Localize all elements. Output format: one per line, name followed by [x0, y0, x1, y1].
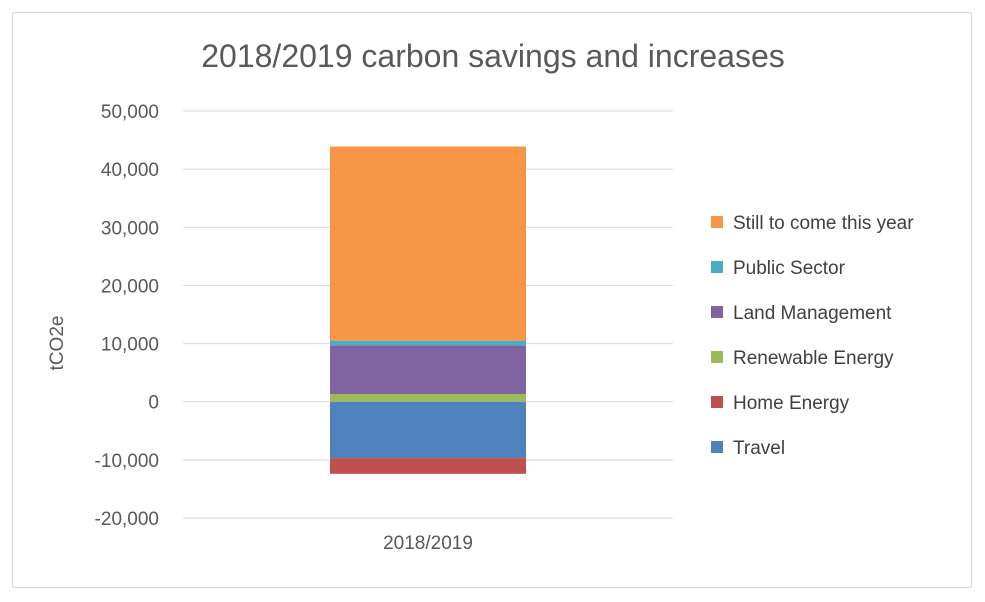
chart-title: 2018/2019 carbon savings and increases [201, 38, 785, 74]
y-axis-tick-labels: 50,000 40,000 30,000 20,000 10,000 0 -10,000 -2… [95, 102, 159, 530]
y-tick-label: -20,000 [95, 509, 159, 530]
legend-swatch-still-to-come-this-year [711, 216, 723, 228]
bar-segment-renewable-energy [330, 394, 526, 402]
legend-label-public-sector: Public Sector [733, 258, 846, 279]
y-tick-label: 50,000 [101, 102, 159, 123]
legend: Still to come this year Public Sector Land… [711, 213, 914, 459]
bar-segments [330, 146, 526, 474]
legend-label-renewable-energy: Renewable Energy [733, 348, 894, 369]
y-tick-label: 10,000 [101, 335, 159, 356]
bar-segment-travel [330, 401, 526, 459]
legend-label-home-energy: Home Energy [733, 393, 850, 414]
legend-label-still-to-come-this-year: Still to come this year [733, 213, 914, 234]
bar-segment-home-energy [330, 458, 526, 474]
x-tick-label: 2018/2019 [383, 533, 473, 554]
chart-frame: 2018/2019 carbon savings and increases t… [12, 12, 972, 588]
legend-swatch-land-management [711, 306, 723, 318]
legend-swatch-renewable-energy [711, 351, 723, 363]
legend-label-travel: Travel [733, 438, 785, 459]
bar-segment-public-sector [330, 340, 526, 346]
x-axis-tick-labels: 2018/2019 [383, 533, 473, 554]
legend-label-land-management: Land Management [733, 303, 892, 324]
y-axis-title: tCO2e [47, 316, 68, 371]
y-tick-label: 0 [148, 393, 159, 414]
bar-segment-land-management [330, 345, 526, 395]
y-tick-label: -10,000 [95, 451, 159, 472]
legend-swatch-home-energy [711, 396, 723, 408]
y-tick-label: 40,000 [101, 160, 159, 181]
legend-swatch-public-sector [711, 261, 723, 273]
bar-segment-still-to-come-this-year [330, 146, 526, 341]
y-tick-label: 30,000 [101, 218, 159, 239]
y-tick-label: 20,000 [101, 276, 159, 297]
stacked-bar-chart: 2018/2019 carbon savings and increases t… [47, 38, 914, 554]
legend-swatch-travel [711, 441, 723, 453]
